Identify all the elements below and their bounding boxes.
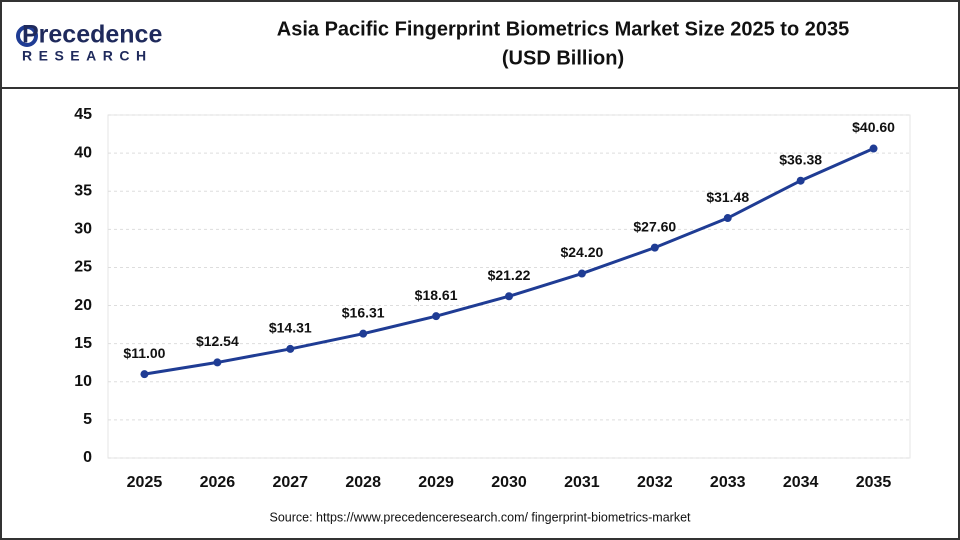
point: [140, 370, 149, 379]
chart-subtitle: (USD Billion): [502, 47, 624, 69]
point: [359, 329, 368, 338]
x-tick-label: 2026: [200, 474, 236, 491]
chart-title: Asia Pacific Fingerprint Biometrics Mark…: [277, 18, 849, 40]
y-tick-label: 5: [83, 411, 92, 428]
point: [213, 358, 222, 367]
logo-icon: [16, 25, 38, 47]
value-label: $24.20: [560, 244, 603, 260]
x-tick-label: 2029: [418, 474, 454, 491]
x-tick-label: 2034: [783, 474, 819, 491]
logo: Precedence RESEARCH: [16, 21, 162, 64]
point: [286, 344, 295, 353]
x-tick-label: 2028: [345, 474, 381, 491]
y-tick-label: 0: [83, 449, 92, 466]
value-label: $31.48: [706, 189, 749, 205]
plot-area: [107, 114, 911, 459]
y-tick-label: 20: [74, 297, 92, 314]
value-label: $21.22: [488, 267, 531, 283]
point: [505, 292, 513, 301]
point: [432, 312, 441, 321]
x-tick-label: 2027: [272, 474, 308, 491]
y-tick-label: 15: [74, 335, 92, 352]
point: [650, 243, 659, 252]
value-label: $16.31: [342, 304, 385, 320]
value-label: $40.60: [852, 119, 895, 135]
y-tick-label: 35: [74, 182, 92, 199]
x-tick-label: 2025: [127, 474, 163, 491]
point: [869, 144, 878, 153]
x-tick-label: 2030: [491, 474, 527, 491]
point: [796, 176, 805, 185]
x-tick-label: 2033: [710, 474, 746, 491]
source: Source: https://www.precedenceresearch.c…: [270, 510, 692, 524]
value-label: $12.54: [196, 333, 239, 349]
x-tick-label: 2035: [856, 474, 892, 491]
y-tick-label: 40: [74, 144, 92, 161]
value-label: $14.31: [269, 320, 312, 336]
y-tick-label: 10: [74, 373, 92, 390]
value-label: $36.38: [779, 151, 822, 167]
x-tick-label: 2031: [564, 474, 600, 491]
y-tick-label: 45: [74, 106, 92, 123]
y-tick-label: 30: [74, 221, 92, 238]
value-label: $11.00: [123, 345, 165, 361]
x-tick-label: 2032: [637, 474, 673, 491]
point: [577, 269, 586, 278]
value-label: $27.60: [633, 218, 676, 234]
logo-sub: RESEARCH: [22, 48, 153, 64]
value-label: $18.61: [415, 287, 458, 303]
logo-name: Precedence: [22, 21, 162, 49]
point: [723, 214, 732, 223]
y-tick-label: 25: [74, 259, 92, 276]
